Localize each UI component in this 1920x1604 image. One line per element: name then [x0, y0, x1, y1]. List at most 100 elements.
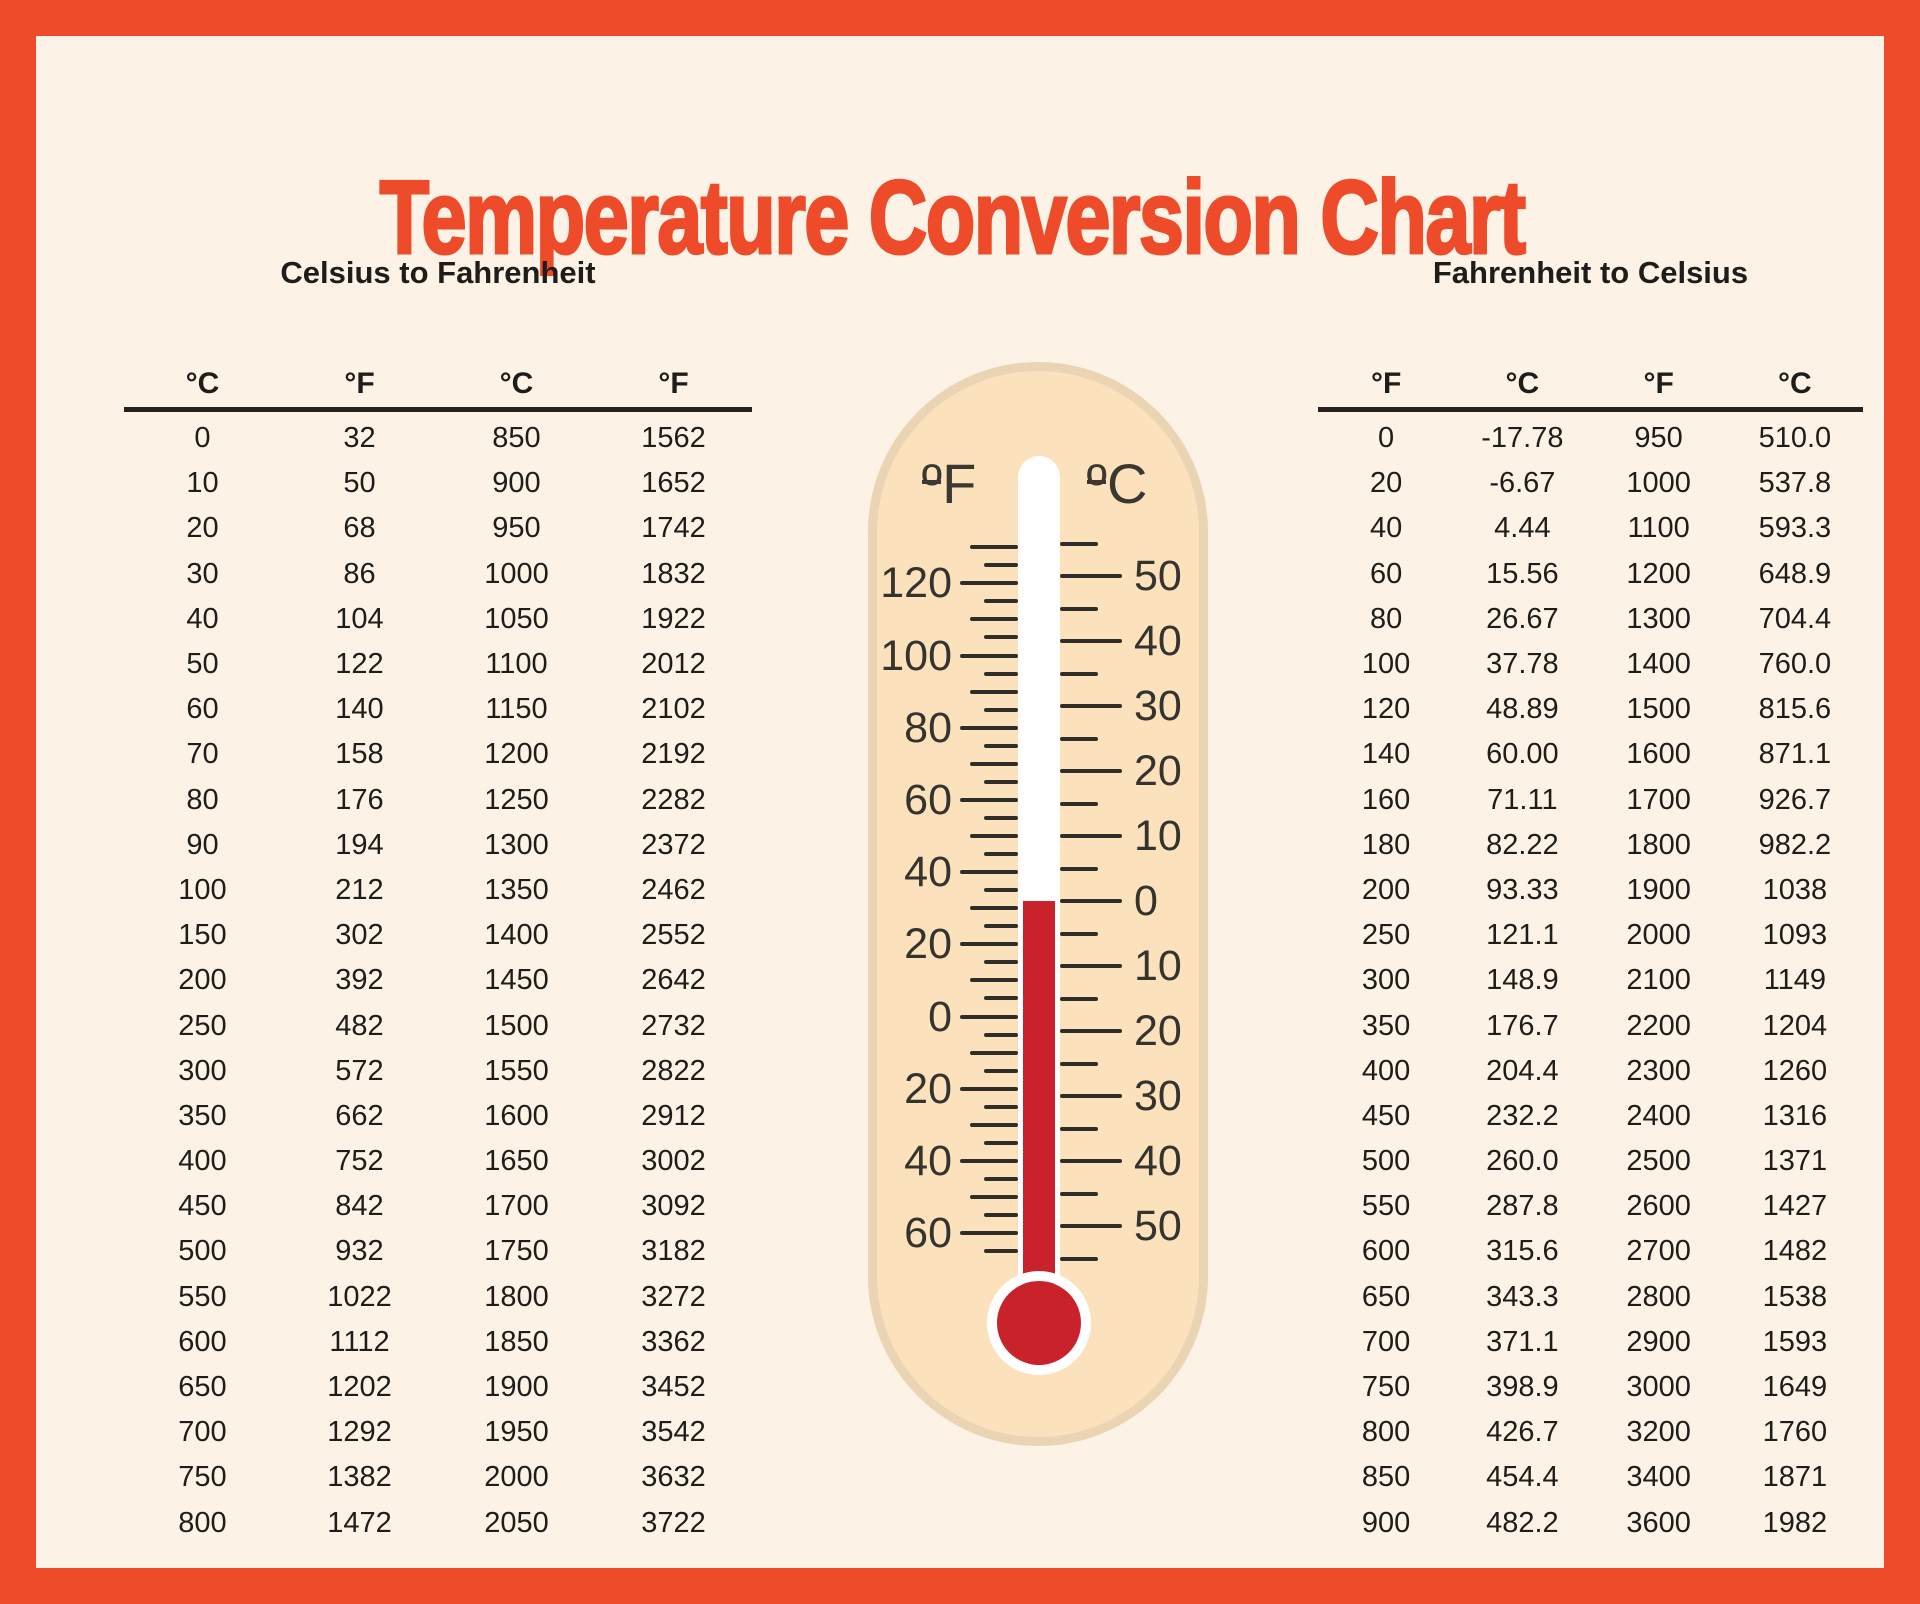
table-row: 180 82.22 1800 982.2 [1318, 823, 1863, 868]
fahrenheit-tick [970, 906, 1018, 911]
table-cell: 1922 [641, 602, 706, 635]
table-row: 300 572 1550 2822 [124, 1049, 752, 1094]
table-cell: 60.00 [1486, 738, 1559, 771]
column-header: °C [1778, 367, 1812, 400]
table-cell: 70 [186, 738, 219, 771]
left-table-header-row: °C °F °C °F [124, 361, 752, 407]
fahrenheit-tick [960, 942, 1018, 947]
table-cell: 50 [343, 467, 376, 500]
table-cell: 700 [1361, 1325, 1411, 1358]
table-cell: 950 [1634, 422, 1683, 455]
table-cell: 48.89 [1486, 693, 1559, 726]
table-cell: 704.4 [1758, 602, 1832, 635]
table-cell: 0 [1378, 422, 1395, 455]
table-cell: 160 [1361, 783, 1411, 816]
fahrenheit-tick [984, 1068, 1018, 1073]
degree-ordinal: º [1086, 452, 1107, 515]
table-cell: 315.6 [1486, 1235, 1559, 1268]
table-cell: 80 [186, 783, 219, 816]
table-cell: 815.6 [1758, 693, 1832, 726]
table-row: 400 204.4 2300 1260 [1318, 1049, 1863, 1094]
table-cell: 300 [1361, 964, 1411, 997]
table-cell: -17.78 [1481, 422, 1564, 455]
table-row: 250 121.1 2000 1093 [1318, 913, 1863, 958]
table-cell: 2800 [1626, 1280, 1691, 1313]
right-table-header-row: °F °C °F °C [1318, 361, 1863, 407]
fahrenheit-tick [970, 545, 1018, 550]
table-cell: 800 [178, 1506, 227, 1539]
table-cell: 1500 [1626, 693, 1691, 726]
table-cell: 1300 [484, 828, 549, 861]
right-table-title: Fahrenheit to Celsius [1432, 255, 1749, 290]
table-cell: 287.8 [1486, 1190, 1559, 1223]
table-cell: 593.3 [1758, 512, 1832, 545]
fahrenheit-scale-label: 20 [904, 920, 952, 969]
fahrenheit-tick [984, 1213, 1018, 1218]
table-cell: 4.44 [1494, 512, 1551, 545]
table-cell: 180 [1361, 828, 1411, 861]
celsius-tick [1060, 1029, 1122, 1033]
table-cell: 1593 [1762, 1325, 1828, 1358]
table-cell: 900 [492, 467, 541, 500]
table-row: 90 194 1300 2372 [124, 823, 752, 868]
table-cell: 871.1 [1758, 738, 1832, 771]
table-cell: 1800 [1626, 828, 1691, 861]
table-cell: 2642 [641, 964, 706, 997]
table-cell: 100 [178, 873, 227, 906]
table-cell: 1982 [1762, 1506, 1828, 1539]
table-cell: 1600 [484, 1099, 549, 1132]
table-cell: 1832 [641, 557, 706, 590]
fahrenheit-unit-label: ºF [921, 452, 977, 515]
table-cell: 3452 [641, 1371, 706, 1404]
table-row: 40 4.44 1100 593.3 [1318, 506, 1863, 551]
table-cell: 650 [1361, 1280, 1411, 1313]
table-cell: 30 [186, 557, 219, 590]
table-cell: 50 [186, 648, 219, 681]
table-cell: 1562 [641, 422, 706, 455]
table-row: 450 232.2 2400 1316 [1318, 1094, 1863, 1139]
table-row: 250 482 1500 2732 [124, 1003, 752, 1048]
celsius-scale-label: 40 [1134, 617, 1182, 665]
table-row: 50 122 1100 2012 [124, 642, 752, 687]
table-cell: 1316 [1762, 1099, 1828, 1132]
fahrenheit-tick [970, 834, 1018, 839]
table-cell: 572 [335, 1054, 384, 1087]
table-cell: 80 [1369, 602, 1403, 635]
fahrenheit-tick [984, 960, 1018, 965]
table-cell: 2192 [641, 738, 706, 771]
table-row: 140 60.00 1600 871.1 [1318, 732, 1863, 777]
fahrenheit-scale-label: 0 [928, 992, 952, 1041]
table-row: 500 260.0 2500 1371 [1318, 1139, 1863, 1184]
fahrenheit-scale-label: 120 [880, 559, 952, 608]
table-cell: 482.2 [1486, 1506, 1559, 1539]
table-cell: 648.9 [1758, 557, 1832, 590]
celsius-tick [1060, 931, 1098, 936]
table-row: 450 842 1700 3092 [124, 1184, 752, 1229]
fahrenheit-tick [960, 870, 1018, 875]
table-cell: 1742 [641, 512, 706, 545]
fahrenheit-tick [984, 888, 1018, 893]
fahrenheit-tick [970, 617, 1018, 622]
table-cell: 1900 [484, 1371, 549, 1404]
table-row: 30 86 1000 1832 [124, 552, 752, 597]
fahrenheit-tick [984, 852, 1018, 857]
table-cell: 932 [335, 1235, 384, 1268]
table-row: 500 932 1750 3182 [124, 1229, 752, 1274]
table-cell: 450 [1361, 1099, 1411, 1132]
table-cell: 40 [186, 602, 219, 635]
table-cell: 450 [178, 1190, 227, 1223]
table-row: 80 176 1250 2282 [124, 778, 752, 823]
fahrenheit-scale-label: 40 [904, 848, 952, 897]
fahrenheit-tick [960, 725, 1018, 730]
fahrenheit-tick [984, 1032, 1018, 1037]
left-table-title: Celsius to Fahrenheit [280, 255, 596, 290]
table-cell: 1150 [485, 693, 548, 726]
table-cell: 3632 [641, 1461, 706, 1494]
table-cell: 3722 [641, 1506, 706, 1539]
celsius-tick [1060, 964, 1122, 968]
mercury-column [1023, 901, 1055, 1321]
table-cell: 950 [492, 512, 541, 545]
celsius-scale-label: 50 [1134, 1202, 1182, 1250]
fahrenheit-tick [984, 779, 1018, 784]
table-cell: 750 [1361, 1371, 1411, 1404]
